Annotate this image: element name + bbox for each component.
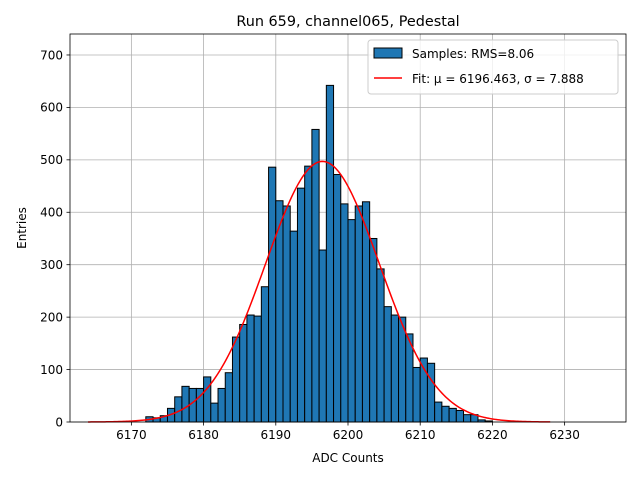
x-axis-label: ADC Counts [312,451,384,465]
y-tick-label: 700 [40,48,63,62]
x-tick-label: 6210 [405,428,436,442]
histogram-bar [340,203,349,423]
histogram-bar [441,405,450,423]
fit-curve-layer [88,160,551,423]
histogram-bar [325,84,335,423]
y-tick-label: 400 [40,206,63,220]
gaussian-fit-line [88,160,551,423]
histogram-bar [398,316,407,423]
x-axis-ticks: 6170 6180 6190 6200 6210 6220 6230 [116,422,580,442]
histogram-bar [333,174,342,423]
y-tick-label: 500 [40,153,63,167]
histogram-bar [376,268,385,423]
histogram-bar [354,205,363,423]
histogram-bar [347,219,356,423]
histogram-bar [181,385,190,423]
histogram-bar [210,402,219,423]
legend-samples-label: Samples: RMS=8.06 [412,47,534,61]
x-tick-label: 6170 [116,428,147,442]
histogram-bar [239,323,248,423]
histogram-bar [448,407,457,423]
histogram-bar [383,306,392,423]
histogram-bar [318,249,327,423]
histogram-bar [268,166,277,423]
histogram-bar [260,286,270,423]
histogram-bar [455,409,465,423]
y-axis-label: Entries [15,207,29,249]
histogram-bar [412,366,421,423]
histogram-bar [246,314,255,423]
x-tick-label: 6220 [477,428,508,442]
histogram-bar [369,237,378,423]
y-tick-label: 200 [40,310,63,324]
histogram-bar [289,230,298,423]
x-tick-label: 6230 [549,428,580,442]
histogram-bar [253,315,262,423]
x-tick-label: 6200 [333,428,364,442]
legend-box [367,39,619,95]
legend-samples-swatch [373,47,403,59]
y-tick-label: 600 [40,101,63,115]
histogram-bar [203,376,212,423]
chart-title: Run 659, channel065, Pedestal [236,14,459,30]
y-tick-label: 300 [40,258,63,272]
histogram-bar [217,387,226,423]
histogram-bar [311,128,320,423]
histogram-bar [282,205,291,423]
histogram-bar [426,362,436,423]
x-tick-label: 6180 [188,428,219,442]
y-tick-label: 0 [55,415,63,429]
legend-fit-label: Fit: μ = 6196.463, σ = 7.888 [412,72,584,86]
histogram-bar [434,401,443,423]
histogram-bar [224,372,233,423]
histogram-bar [231,336,241,423]
y-tick-label: 100 [40,363,63,377]
histogram-bar [390,314,400,423]
y-axis-ticks: 0 100 200 300 400 500 600 700 [40,48,70,429]
legend: Samples: RMS=8.06 Fit: μ = 6196.463, σ =… [367,39,619,95]
histogram-bar [296,187,306,423]
x-tick-label: 6190 [261,428,292,442]
histogram-bar [463,414,472,423]
histogram-bar [304,165,313,423]
